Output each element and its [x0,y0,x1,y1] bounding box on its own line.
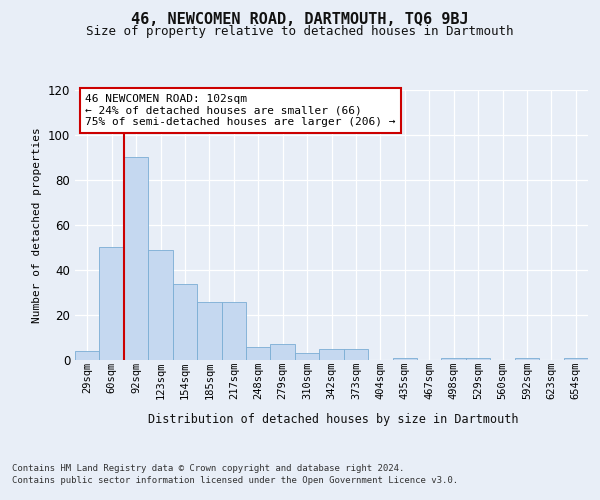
Bar [319,349,344,360]
Bar [563,358,588,360]
Text: Size of property relative to detached houses in Dartmouth: Size of property relative to detached ho… [86,25,514,38]
Bar [197,302,221,360]
Bar [221,302,246,360]
Bar [124,158,148,360]
Text: Distribution of detached houses by size in Dartmouth: Distribution of detached houses by size … [148,412,518,426]
Bar [442,358,466,360]
Bar [271,344,295,360]
Bar [75,351,100,360]
Text: Contains public sector information licensed under the Open Government Licence v3: Contains public sector information licen… [12,476,458,485]
Text: 46 NEWCOMEN ROAD: 102sqm
← 24% of detached houses are smaller (66)
75% of semi-d: 46 NEWCOMEN ROAD: 102sqm ← 24% of detach… [85,94,396,127]
Bar [100,248,124,360]
Bar [466,358,490,360]
Bar [392,358,417,360]
Y-axis label: Number of detached properties: Number of detached properties [32,127,42,323]
Text: Contains HM Land Registry data © Crown copyright and database right 2024.: Contains HM Land Registry data © Crown c… [12,464,404,473]
Bar [295,353,319,360]
Bar [173,284,197,360]
Bar [515,358,539,360]
Bar [246,346,271,360]
Bar [344,349,368,360]
Text: 46, NEWCOMEN ROAD, DARTMOUTH, TQ6 9BJ: 46, NEWCOMEN ROAD, DARTMOUTH, TQ6 9BJ [131,12,469,28]
Bar [148,250,173,360]
